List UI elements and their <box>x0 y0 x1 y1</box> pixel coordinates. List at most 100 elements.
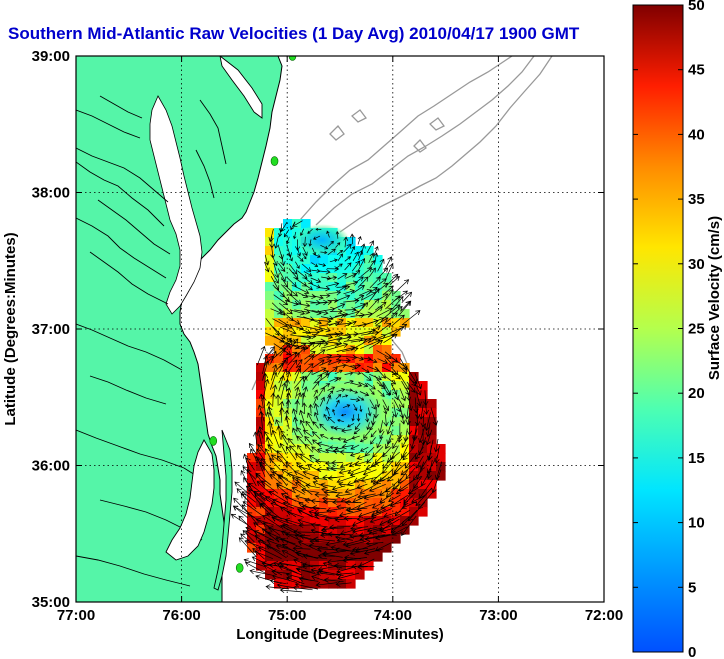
velocity-arrow <box>351 390 359 394</box>
velocity-arrow <box>339 449 353 455</box>
velocity-cell <box>274 255 284 265</box>
velocity-arrow <box>357 257 366 271</box>
velocity-arrow <box>391 371 401 380</box>
velocity-arrow <box>313 389 318 397</box>
velocity-arrow <box>377 258 385 272</box>
velocity-cell <box>301 516 311 526</box>
velocity-cell <box>292 363 302 373</box>
velocity-arrow <box>404 452 418 469</box>
velocity-cell <box>274 381 284 391</box>
velocity-arrow <box>294 453 307 463</box>
velocity-cell <box>301 255 311 265</box>
velocity-cell <box>346 507 356 517</box>
velocity-arrow <box>368 267 376 278</box>
velocity-cell <box>382 381 392 391</box>
velocity-arrow <box>267 531 289 543</box>
velocity-cell <box>382 273 392 283</box>
velocity-arrow <box>313 374 323 384</box>
velocity-arrow <box>304 350 316 360</box>
velocity-arrow <box>293 470 311 480</box>
velocity-arrow <box>329 436 339 441</box>
velocity-cell <box>400 426 410 436</box>
velocity-arrow <box>414 373 423 390</box>
velocity-cell <box>427 471 437 481</box>
velocity-arrow <box>313 325 331 333</box>
velocity-arrow <box>260 502 282 520</box>
colorbar-tick-label: 45 <box>688 62 705 79</box>
velocity-arrow <box>278 302 293 315</box>
velocity-arrow <box>318 568 344 576</box>
velocity-arrow <box>373 245 379 256</box>
velocity-cell <box>301 219 311 229</box>
velocity-cell <box>265 246 275 256</box>
colorbar-tick-label: 0 <box>688 644 696 659</box>
velocity-cell <box>337 453 347 463</box>
velocity-arrow <box>251 556 273 567</box>
velocity-cell <box>283 219 293 229</box>
velocity-arrow <box>401 436 409 449</box>
velocity-cell <box>391 372 401 382</box>
velocity-cell <box>355 471 365 481</box>
velocity-cell <box>346 543 356 553</box>
velocity-arrow <box>368 339 384 349</box>
x-axis-ticks: 77:00 76:00 75:00 74:00 73:00 72:00 <box>57 56 623 624</box>
velocity-arrow <box>410 435 416 450</box>
velocity-cell <box>256 525 266 535</box>
velocity-cell <box>283 471 293 481</box>
velocity-cell <box>265 390 275 400</box>
velocity-arrow <box>405 413 412 426</box>
velocity-cell <box>346 579 356 589</box>
velocity-cell <box>292 417 302 427</box>
velocity-arrow <box>383 414 389 427</box>
velocity-arrow <box>280 537 303 549</box>
velocity-arrow <box>353 294 365 302</box>
velocity-cell <box>364 336 374 346</box>
velocity-arrow <box>308 239 312 247</box>
y-tick-label: 38:00 <box>32 185 70 202</box>
velocity-cell <box>283 570 293 580</box>
velocity-arrow <box>359 484 377 494</box>
velocity-cell <box>265 444 275 454</box>
velocity-arrow <box>271 569 290 575</box>
velocity-arrow <box>327 390 334 397</box>
velocity-arrow <box>415 383 422 396</box>
velocity-arrow <box>288 263 298 275</box>
velocity-arrow <box>366 422 370 431</box>
velocity-cell <box>400 381 410 391</box>
velocity-arrow <box>265 584 290 590</box>
velocity-arrow <box>344 320 357 327</box>
velocity-arrow <box>304 435 313 446</box>
velocity-arrow <box>284 415 290 430</box>
velocity-arrow <box>279 587 303 593</box>
velocity-arrow <box>302 253 307 260</box>
velocity-arrow <box>367 334 387 343</box>
velocity-arrow <box>352 270 361 278</box>
velocity-cell <box>256 399 266 409</box>
velocity-cell <box>337 552 347 562</box>
velocity-cell <box>274 489 284 499</box>
velocity-arrow <box>359 438 368 443</box>
velocity-cell <box>373 345 383 355</box>
velocity-cell <box>346 255 356 265</box>
velocity-arrow <box>269 371 278 390</box>
velocity-arrow <box>384 375 397 385</box>
velocity-arrow <box>401 291 413 304</box>
velocity-cell <box>265 237 275 247</box>
velocity-arrow <box>303 325 324 333</box>
velocity-arrow <box>256 448 266 463</box>
velocity-cell <box>292 255 302 265</box>
velocity-arrow <box>430 407 438 426</box>
velocity-cell <box>364 471 374 481</box>
velocity-arrow <box>385 478 402 493</box>
velocity-arrow <box>359 302 369 312</box>
velocity-cell <box>292 354 302 364</box>
velocity-cell <box>355 327 365 337</box>
velocity-arrow <box>271 574 298 584</box>
velocity-cell <box>292 228 302 238</box>
velocity-arrow <box>383 289 394 302</box>
velocity-cell <box>310 345 320 355</box>
velocity-arrow <box>245 457 255 471</box>
velocity-arrow <box>341 394 349 398</box>
velocity-arrow <box>280 430 287 440</box>
velocity-arrow <box>320 342 340 349</box>
